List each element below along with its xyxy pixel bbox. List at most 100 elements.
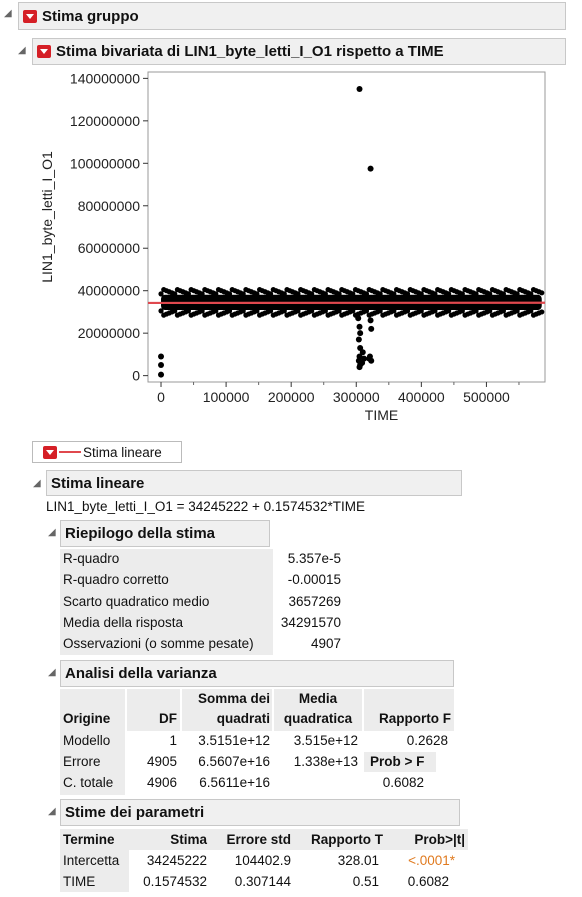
data-point	[539, 309, 545, 315]
params-t: 0.51	[352, 874, 379, 889]
data-point	[473, 308, 479, 314]
anova-f: 0.2628	[406, 733, 448, 748]
data-point	[500, 291, 506, 297]
data-point	[514, 291, 520, 297]
data-point	[158, 291, 164, 297]
anova-ms: 1.338e+13	[293, 754, 358, 769]
params-estimate: 0.1574532	[143, 874, 207, 889]
bivariate-header-title: Stima bivariata di LIN1_byte_letti_I_O1 …	[56, 43, 444, 60]
anova-col-ms-line1: Media	[298, 691, 338, 706]
collapse-triangle-icon[interactable]: ◢	[4, 8, 12, 19]
summary-value: -0.00015	[287, 572, 341, 587]
data-point	[459, 308, 465, 314]
data-point-outlier	[356, 323, 363, 330]
summary-value: 4907	[310, 636, 341, 651]
params-p-significant: <.0001*	[408, 853, 455, 868]
data-point	[391, 291, 397, 297]
x-tick-label: 0	[157, 389, 165, 405]
collapse-triangle-icon[interactable]: ◢	[33, 478, 41, 489]
data-point	[404, 308, 411, 314]
data-point-outlier	[367, 165, 374, 172]
data-point	[487, 308, 493, 314]
data-point-outlier	[355, 315, 362, 322]
summary-value: 34291570	[280, 615, 341, 630]
params-col-stderr: Errore std	[226, 832, 291, 847]
summary-value: 3657269	[288, 594, 341, 609]
y-tick-label: 100000000	[70, 155, 140, 171]
data-point	[473, 291, 479, 297]
summary-label: R-quadro corretto	[63, 572, 169, 587]
data-point	[267, 291, 274, 297]
data-point	[254, 308, 260, 314]
data-point-outlier	[158, 362, 165, 369]
x-tick-label: 400000	[398, 389, 445, 405]
anova-col-df: DF	[159, 711, 177, 726]
params-p: 0.6082	[407, 874, 449, 889]
red-triangle-menu-icon[interactable]	[23, 9, 37, 23]
data-point-outlier	[355, 336, 362, 343]
legend-label: Stima lineare	[83, 444, 162, 460]
collapse-triangle-icon[interactable]: ◢	[48, 806, 56, 817]
anova-col-header-bg	[182, 689, 272, 731]
data-point	[391, 308, 397, 314]
collapse-triangle-icon[interactable]: ◢	[48, 667, 56, 678]
data-point	[500, 308, 506, 314]
linear-fit-title: Stima lineare	[51, 474, 145, 492]
data-point-outlier	[367, 317, 374, 324]
data-point	[363, 291, 370, 297]
anova-source: Modello	[63, 733, 111, 748]
data-point	[528, 291, 534, 297]
data-point	[432, 291, 438, 297]
data-point-outlier	[359, 359, 366, 366]
data-point	[172, 291, 178, 297]
anova-ss: 3.5151e+12	[198, 733, 270, 748]
anova-df: 4905	[146, 754, 177, 769]
group-header-title: Stima gruppo	[42, 7, 139, 25]
data-point	[199, 291, 205, 297]
y-tick-label: 20000000	[78, 325, 141, 341]
params-col-estimate: Stima	[170, 832, 207, 847]
y-tick-label: 60000000	[78, 240, 141, 256]
anova-source-column	[60, 731, 125, 795]
data-point	[158, 308, 164, 314]
data-point-outlier	[359, 349, 366, 356]
data-point	[199, 308, 205, 314]
anova-df: 4906	[146, 775, 177, 790]
anova-col-prob: Prob > F	[370, 754, 425, 769]
params-title: Stime dei parametri	[65, 804, 205, 821]
anova-col-ss-line1: Somma dei	[197, 691, 270, 706]
data-point	[309, 291, 315, 297]
data-point	[459, 291, 465, 297]
data-point	[432, 308, 438, 314]
data-point	[254, 291, 260, 297]
data-point-outlier	[158, 353, 165, 360]
bivariate-header: Stima bivariata di LIN1_byte_letti_I_O1 …	[32, 38, 566, 65]
anova-col-source: Origine	[63, 711, 111, 726]
params-stderr: 104402.9	[234, 853, 291, 868]
params-col-t: Rapporto T	[311, 832, 383, 847]
y-tick-label: 0	[132, 368, 140, 384]
params-col-p: Prob>|t|	[414, 832, 465, 847]
data-point	[404, 291, 411, 297]
data-point	[446, 308, 452, 314]
legend[interactable]: Stima lineare	[32, 441, 182, 463]
collapse-triangle-icon[interactable]: ◢	[48, 527, 56, 538]
collapse-triangle-icon[interactable]: ◢	[18, 45, 26, 56]
data-point	[185, 291, 192, 297]
data-point	[295, 308, 301, 314]
data-point-outlier	[368, 325, 375, 332]
data-point	[350, 291, 356, 297]
params-term: Intercetta	[63, 853, 120, 868]
y-tick-label: 140000000	[70, 70, 140, 86]
data-point	[446, 291, 452, 297]
data-point	[377, 291, 383, 297]
data-point	[336, 291, 342, 297]
params-t: 328.01	[337, 853, 379, 868]
red-triangle-menu-icon[interactable]	[37, 45, 51, 58]
anova-col-header-bg	[60, 689, 125, 731]
y-tick-label: 80000000	[78, 198, 141, 214]
red-triangle-menu-icon[interactable]	[43, 445, 57, 459]
anova-col-header-bg	[127, 689, 180, 731]
data-point	[267, 308, 274, 314]
params-stderr: 0.307144	[234, 874, 291, 889]
